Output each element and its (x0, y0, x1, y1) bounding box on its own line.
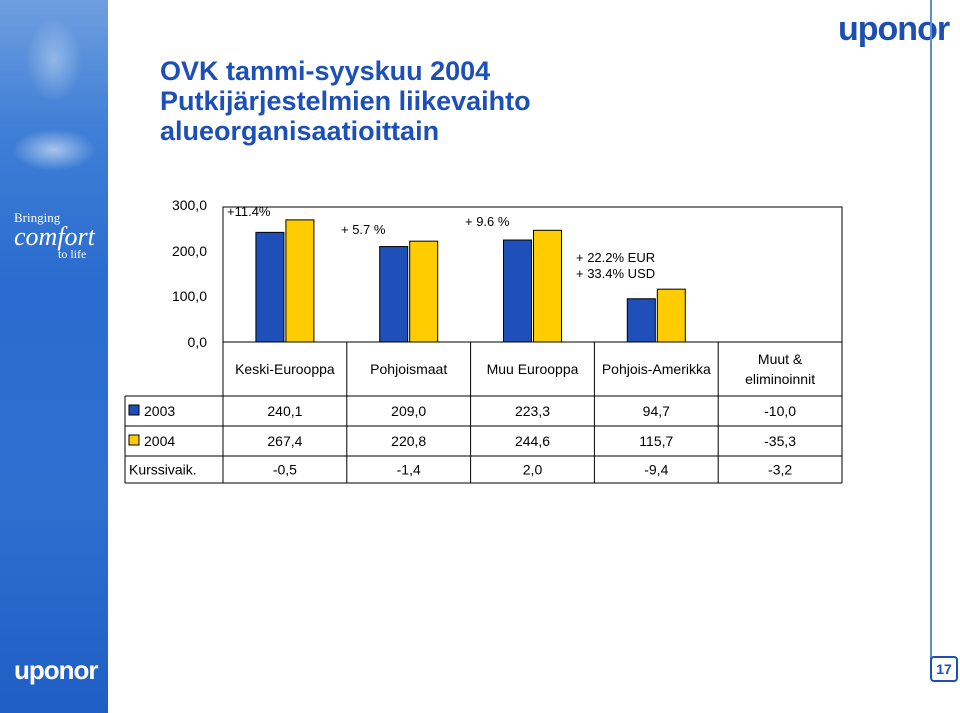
data-label: 267,4 (267, 433, 302, 449)
legend-key-2004 (128, 434, 140, 446)
bar-2003-2 (503, 239, 532, 343)
bar-2003-3 (626, 298, 656, 343)
y-tick-label: 200,0 (172, 243, 207, 259)
title-line-1: OVK tammi-syyskuu 2004 (160, 56, 491, 86)
growth-annotation: + 22.2% EUR (576, 250, 655, 265)
x-category-label: Muut & (758, 351, 803, 367)
x-category-label: Keski-Eurooppa (235, 361, 335, 377)
y-tick-label: 0,0 (188, 334, 208, 350)
plot-area (222, 206, 843, 343)
fx-effect-label: -1,4 (397, 462, 421, 478)
bar-2003-0 (255, 231, 285, 343)
fx-effect-label: -9,4 (644, 462, 668, 478)
brand-sidebar: Bringing comfort to life uponor (0, 0, 108, 713)
bar-2004-2 (533, 229, 562, 343)
title-line-3: alueorganisaatioittain (160, 116, 440, 146)
growth-annotation: +11.4% (227, 204, 271, 219)
legend-label: 2003 (144, 403, 175, 419)
title-line-2: Putkijärjestelmien liikevaihto (160, 86, 531, 116)
data-label: 94,7 (643, 403, 670, 419)
fx-effect-label: 2,0 (523, 462, 543, 478)
slogan-line-1: Bringing (14, 210, 61, 225)
x-category-label: Muu Eurooppa (487, 361, 579, 377)
slogan-line-2: comfort (14, 222, 95, 251)
legend-label: 2004 (144, 433, 175, 449)
data-label: 244,6 (515, 433, 550, 449)
bar-2003-1 (379, 246, 409, 343)
growth-annotation: + 9.6 % (465, 214, 510, 229)
bar-2004-3 (656, 288, 686, 343)
data-label: 220,8 (391, 433, 426, 449)
bar-2004-0 (285, 219, 315, 343)
data-label: 240,1 (267, 403, 302, 419)
fx-effect-label: -3,2 (768, 462, 792, 478)
growth-annotation: + 33.4% USD (576, 266, 655, 281)
uponor-logo-side: uponor (14, 655, 99, 685)
y-tick-label: 300,0 (172, 197, 207, 213)
slide-border (930, 0, 932, 660)
data-label: -10,0 (764, 403, 796, 419)
slide-title: OVK tammi-syyskuu 2004 Putkijärjestelmie… (160, 56, 531, 146)
legend-key-2003 (128, 404, 140, 416)
x-category-label: eliminoinnit (745, 371, 815, 387)
growth-annotation: + 5.7 % (341, 222, 386, 237)
data-label: 115,7 (639, 433, 673, 449)
slogan-line-3: to life (58, 247, 87, 261)
fx-effect-label: -0,5 (273, 462, 297, 478)
data-label: -35,3 (764, 433, 796, 449)
row-label-fx: Kurssivaik. (129, 462, 197, 478)
brand-slogan: Bringing comfort to life (14, 210, 95, 260)
data-label: 209,0 (391, 403, 426, 419)
x-category-label: Pohjoismaat (370, 361, 447, 377)
water-drop-image (0, 0, 108, 200)
page-number: 17 (930, 656, 958, 682)
data-label: 223,3 (515, 403, 550, 419)
y-tick-label: 100,0 (172, 288, 207, 304)
x-category-label: Pohjois-Amerikka (602, 361, 711, 377)
bar-2004-1 (409, 240, 439, 343)
